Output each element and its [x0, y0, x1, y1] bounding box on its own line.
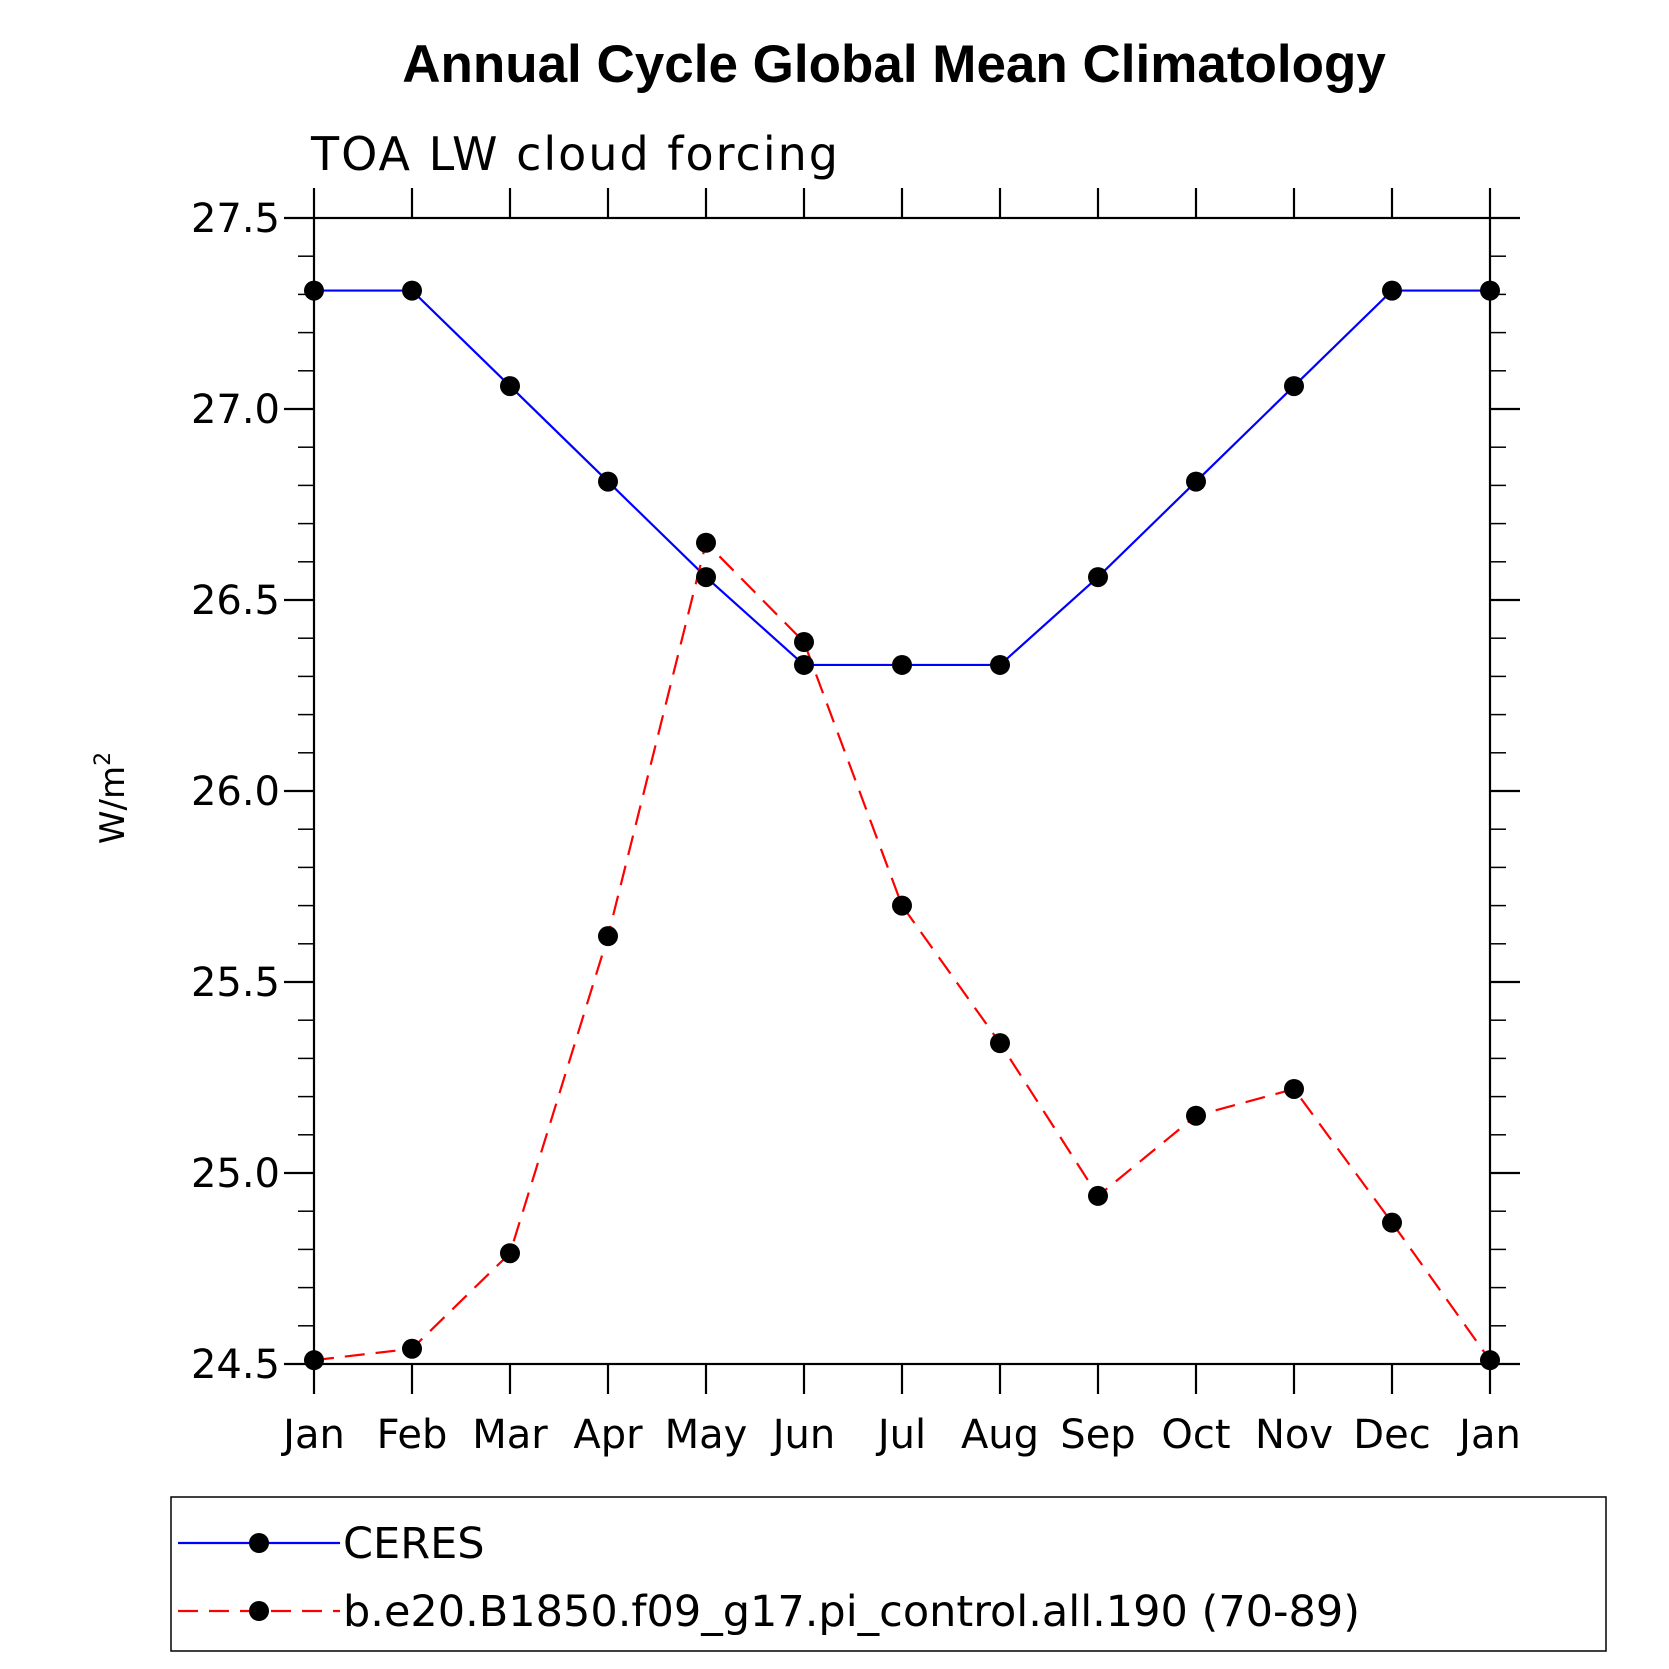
legend-label-1: b.e20.B1850.f09_g17.pi_control.all.190 (…	[343, 1587, 1360, 1637]
data-point-1	[1186, 1105, 1206, 1126]
x-tick-label: Dec	[1353, 1412, 1430, 1458]
data-point-0	[696, 567, 716, 588]
data-point-1	[1088, 1185, 1108, 1206]
x-tick-label: Mar	[472, 1412, 548, 1458]
y-axis-ticks: 24.5 25.0 25.5 26.0 26.5 27.0 27.5	[191, 196, 1520, 1388]
y-axis-label-superscript: 2	[91, 752, 116, 766]
legend-entries: CERES b.e20.B1850.f09_g17.pi_control.all.…	[178, 1519, 1360, 1637]
data-point-0	[500, 376, 520, 397]
data-point-0	[1284, 376, 1304, 397]
y-tick-label: 24.5	[191, 1342, 280, 1388]
plot-border	[312, 216, 1492, 1366]
data-point-0	[1480, 280, 1500, 301]
data-point-1	[304, 1350, 324, 1371]
data-point-1	[892, 895, 912, 916]
data-point-0	[892, 654, 912, 675]
data-point-0	[1186, 471, 1206, 492]
data-point-1	[500, 1243, 520, 1264]
data-point-0	[304, 280, 324, 301]
data-point-0	[1088, 567, 1108, 588]
data-point-1	[696, 532, 716, 553]
y-axis-label: W/m2	[91, 752, 133, 844]
x-tick-label: May	[665, 1412, 748, 1458]
y-axis-label-text: W/m	[93, 766, 133, 844]
y-tick-label: 26.5	[191, 578, 280, 624]
x-tick-label: Jul	[875, 1412, 926, 1458]
x-axis-ticks: Jan Feb Mar Apr May Jun Jul Aug Sep Oct Nov Dec Jan	[280, 188, 1521, 1458]
chart-subtitle: TOA LW cloud forcing	[310, 127, 840, 181]
data-point-1	[1480, 1350, 1500, 1371]
series-layer	[304, 280, 1500, 1371]
x-tick-label: Jun	[770, 1412, 836, 1458]
y-tick-label: 27.5	[191, 196, 280, 242]
legend-marker-0	[249, 1533, 269, 1553]
x-tick-label: Feb	[377, 1412, 448, 1458]
y-tick-label: 25.5	[191, 960, 280, 1006]
y-tick-label: 26.0	[191, 769, 280, 815]
x-tick-label: Jan	[280, 1412, 345, 1458]
x-tick-label: Nov	[1255, 1412, 1333, 1458]
plot-frame	[312, 216, 1492, 1366]
y-tick-label: 25.0	[191, 1151, 280, 1197]
data-point-0	[1382, 280, 1402, 301]
series-line-0	[314, 289, 1490, 667]
data-point-1	[1382, 1212, 1402, 1233]
legend-marker-1	[249, 1601, 269, 1621]
data-point-1	[794, 632, 814, 653]
data-point-1	[402, 1338, 422, 1359]
legend: CERES b.e20.B1850.f09_g17.pi_control.all.…	[170, 1496, 1607, 1652]
data-point-0	[794, 654, 814, 675]
legend-label-0: CERES	[343, 1519, 485, 1569]
svg-text:W/m2: W/m2	[91, 752, 133, 844]
x-tick-label: Oct	[1161, 1412, 1230, 1458]
data-point-1	[990, 1033, 1010, 1054]
data-point-0	[402, 280, 422, 301]
data-point-1	[1284, 1078, 1304, 1099]
data-point-0	[598, 471, 618, 492]
data-point-1	[598, 926, 618, 947]
x-tick-label: Apr	[573, 1412, 643, 1458]
data-point-0	[990, 654, 1010, 675]
y-tick-label: 27.0	[191, 387, 280, 433]
legend-box	[170, 1496, 1607, 1652]
chart-title: Annual Cycle Global Mean Climatology	[402, 35, 1386, 94]
x-tick-label: Sep	[1060, 1412, 1135, 1458]
x-tick-label: Jan	[1456, 1412, 1521, 1458]
x-tick-label: Aug	[961, 1412, 1039, 1458]
